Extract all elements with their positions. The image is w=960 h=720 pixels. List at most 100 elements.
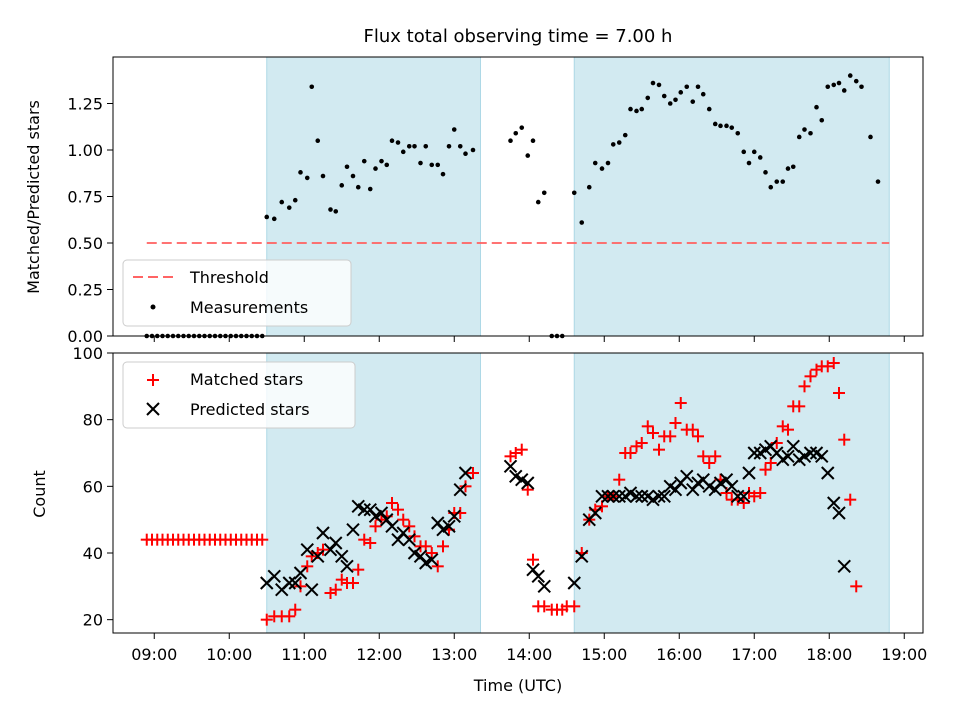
measurement-point xyxy=(264,214,270,220)
predicted-star-point xyxy=(293,566,308,580)
matched-star-point xyxy=(624,447,637,459)
measurement-point xyxy=(859,84,864,90)
predicted-star-point xyxy=(374,506,389,520)
x-tick-label: 13:00 xyxy=(431,645,477,664)
matched-star-point xyxy=(674,397,687,409)
measurement-point xyxy=(650,80,656,86)
measurement-point xyxy=(355,184,361,190)
predicted-star-point xyxy=(288,576,302,590)
matched-star-point xyxy=(737,497,750,509)
predicted-star-point xyxy=(323,542,338,557)
top-x-axis-ticks xyxy=(153,336,905,342)
matched-star-point xyxy=(467,467,479,479)
matched-star-point xyxy=(641,420,654,433)
measurement-point xyxy=(678,90,684,95)
predicted-star-point xyxy=(458,466,473,480)
bottom-y-tick-label: 20 xyxy=(83,611,103,630)
top-y-tick-label: 0.50 xyxy=(67,234,103,253)
measurement-point xyxy=(634,108,639,114)
measurement-point xyxy=(700,91,706,97)
measurement-point xyxy=(718,123,723,129)
predicted-star-point xyxy=(725,479,739,494)
matched-star-point xyxy=(664,430,677,443)
measurement-point xyxy=(315,138,321,143)
measurement-point xyxy=(796,134,802,140)
measurement-point xyxy=(790,164,796,170)
matched-star-point xyxy=(709,450,722,463)
predicted-star-point xyxy=(391,532,405,547)
measurement-point xyxy=(706,106,712,112)
top-plot-frame xyxy=(112,56,924,337)
bottom-y-tick-label: 60 xyxy=(83,477,103,496)
top-y-tick-label: 0.25 xyxy=(67,281,103,300)
predicted-star-point xyxy=(668,482,683,497)
legend-matched-label: Matched stars xyxy=(190,370,303,389)
predicted-star-point xyxy=(267,569,281,584)
matched-star-point xyxy=(386,497,398,509)
top-legend: Threshold Measurements xyxy=(122,259,352,327)
measurement-point xyxy=(780,179,786,184)
x-tick-label: 12:00 xyxy=(356,645,402,664)
matched-star-point xyxy=(301,560,314,573)
predicted-star-point xyxy=(781,449,795,464)
matched-star-point xyxy=(437,540,449,553)
measurement-point xyxy=(571,190,577,196)
top-chart-title: Flux total observing time = 7.00 h xyxy=(364,26,673,47)
matched-star-point xyxy=(568,600,581,613)
measurement-point xyxy=(309,84,315,90)
predicted-star-point xyxy=(385,519,399,534)
matched-star-point xyxy=(782,423,794,436)
legend-matched-swatch xyxy=(147,374,159,386)
measurement-point xyxy=(279,199,285,205)
measurement-point xyxy=(339,183,345,188)
measurement-point xyxy=(508,138,513,143)
measurement-point xyxy=(622,132,628,138)
measurement-point xyxy=(599,166,605,171)
measurement-point xyxy=(616,140,622,145)
measurement-point xyxy=(875,179,881,184)
matched-star-point xyxy=(686,423,699,436)
measurement-point xyxy=(513,130,519,136)
bottom-count-points xyxy=(140,357,863,626)
predicted-star-point xyxy=(588,506,602,520)
predicted-star-point xyxy=(595,489,609,504)
x-tick-label: 14:00 xyxy=(506,645,552,664)
x-tick-label: 09:00 xyxy=(131,645,177,664)
matched-star-point xyxy=(669,417,682,429)
predicted-star-point xyxy=(719,472,734,487)
measurement-point xyxy=(525,153,531,158)
predicted-star-point xyxy=(447,509,461,524)
legend-threshold-label: Threshold xyxy=(189,268,269,287)
predicted-star-point xyxy=(311,549,325,564)
matched-star-point xyxy=(692,430,704,443)
predicted-star-point xyxy=(837,559,851,574)
measurement-point xyxy=(333,209,339,214)
predicted-star-point xyxy=(708,482,722,497)
measurement-point xyxy=(412,143,417,149)
matched-star-point xyxy=(347,577,359,589)
measurement-point xyxy=(367,186,373,192)
predicted-star-point xyxy=(305,582,319,597)
measurement-point xyxy=(695,84,701,90)
predicted-star-point xyxy=(601,489,615,504)
bottom-legend: Matched stars Predicted stars xyxy=(122,361,356,429)
measurement-point xyxy=(304,175,310,181)
measurement-point xyxy=(831,82,837,88)
matched-star-point xyxy=(833,387,845,399)
matched-star-point xyxy=(653,443,665,456)
predicted-star-point xyxy=(329,536,343,550)
x-tick-label: 19:00 xyxy=(881,645,927,664)
predicted-star-point xyxy=(827,496,841,510)
measurement-point xyxy=(661,93,667,99)
measurement-point xyxy=(656,82,662,88)
legend-predicted-swatch xyxy=(146,402,160,416)
measurement-point xyxy=(373,166,378,171)
measurement-point xyxy=(802,127,807,132)
top-y-tick-label: 0.00 xyxy=(67,327,103,346)
predicted-star-point xyxy=(575,549,589,564)
measurement-point xyxy=(712,121,718,127)
measurement-point xyxy=(535,199,541,205)
matched-star-point xyxy=(317,543,329,556)
measurement-point xyxy=(344,164,350,170)
